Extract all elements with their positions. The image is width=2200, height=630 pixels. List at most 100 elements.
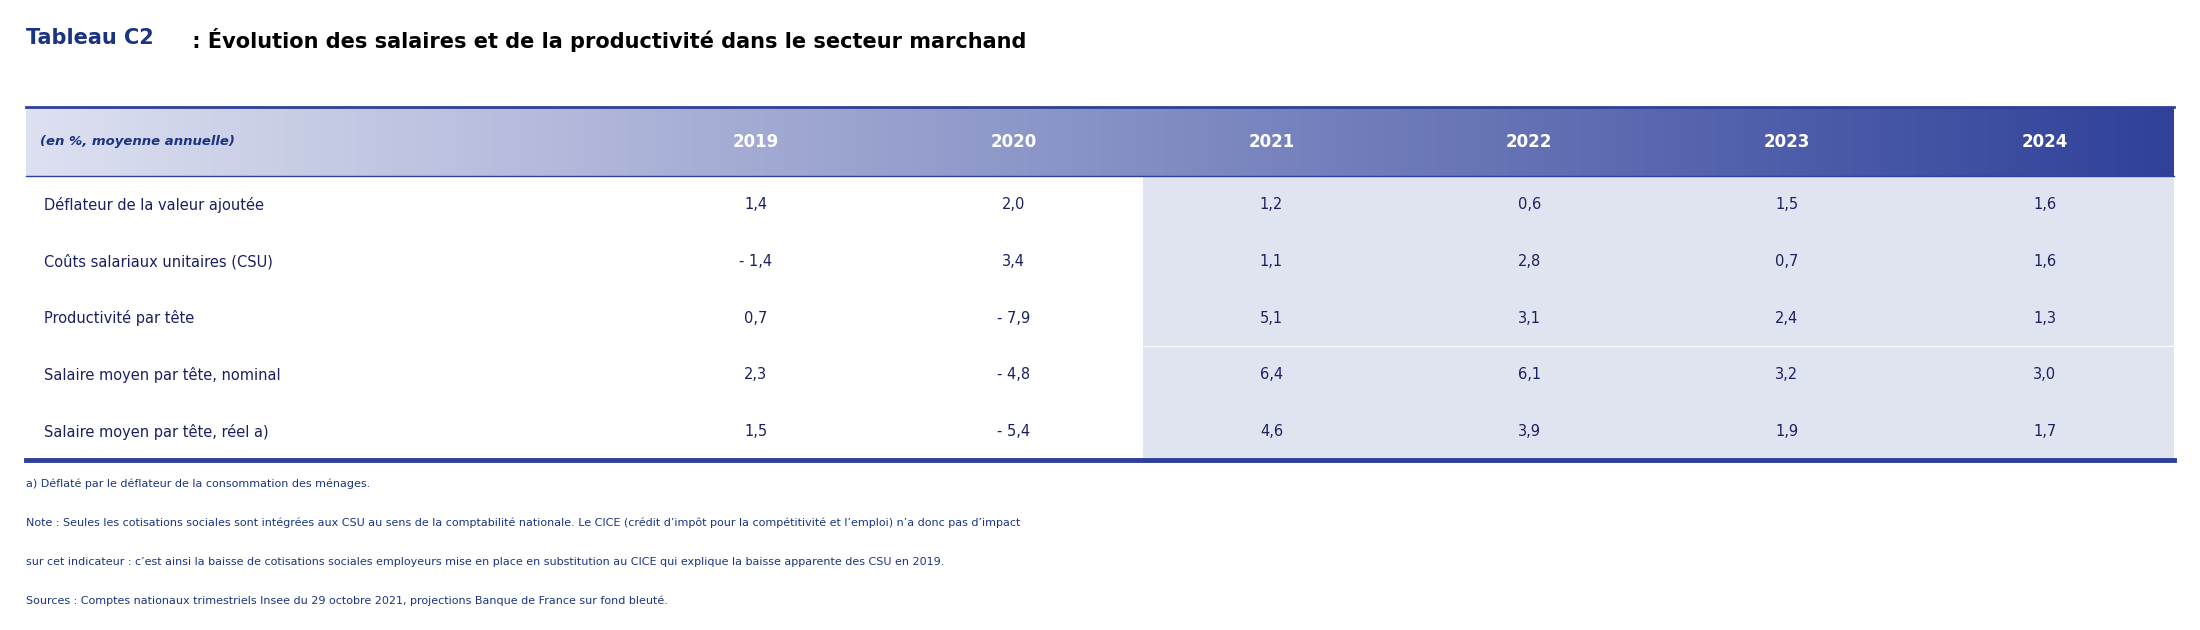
Bar	[728, 107, 735, 176]
Bar	[1751, 107, 1758, 176]
Bar	[1951, 107, 1958, 176]
Text: 2,8: 2,8	[1518, 254, 1540, 269]
Bar	[1487, 107, 1494, 176]
Bar	[792, 107, 799, 176]
Bar	[213, 107, 220, 176]
Bar	[528, 107, 535, 176]
Bar	[319, 107, 328, 176]
Bar	[2044, 107, 2053, 176]
Bar	[579, 107, 585, 176]
Bar	[1093, 107, 1100, 176]
Bar	[1580, 107, 1586, 176]
Bar	[1507, 107, 1516, 176]
Bar	[176, 107, 185, 176]
Bar	[1729, 107, 1738, 176]
Bar	[370, 107, 376, 176]
Bar	[90, 107, 99, 176]
Bar	[713, 107, 722, 176]
Bar	[906, 107, 913, 176]
Bar	[163, 107, 169, 176]
Text: 1,7: 1,7	[2033, 424, 2057, 439]
Bar	[1450, 107, 1459, 176]
Bar	[1659, 107, 1665, 176]
Bar	[1844, 107, 1852, 176]
Bar	[1894, 107, 1901, 176]
Bar	[1043, 107, 1049, 176]
Text: 3,2: 3,2	[1775, 367, 1800, 382]
Bar	[42, 107, 48, 176]
Bar	[893, 107, 900, 176]
Bar	[1478, 107, 1487, 176]
Bar	[1014, 107, 1021, 176]
Bar	[1351, 107, 1357, 176]
Text: 1,2: 1,2	[1261, 197, 1283, 212]
Bar	[1287, 107, 1294, 176]
Text: Coûts salariaux unitaires (CSU): Coûts salariaux unitaires (CSU)	[44, 254, 273, 269]
Bar	[1294, 107, 1300, 176]
Bar	[1142, 233, 2174, 290]
Bar	[2088, 107, 2094, 176]
Bar	[636, 107, 642, 176]
Bar	[233, 107, 242, 176]
Bar	[770, 107, 779, 176]
Bar	[1258, 107, 1265, 176]
Bar	[1036, 107, 1043, 176]
Bar	[1344, 107, 1351, 176]
Bar	[442, 107, 449, 176]
Bar	[1529, 107, 1536, 176]
Bar	[1837, 107, 1844, 176]
Bar	[198, 107, 205, 176]
Bar	[607, 107, 614, 176]
Bar	[1872, 107, 1881, 176]
Bar	[1214, 107, 1221, 176]
Text: 2,4: 2,4	[1775, 311, 1800, 326]
Bar	[570, 107, 579, 176]
Bar	[1300, 107, 1307, 176]
Text: Sources : Comptes nationaux trimestriels Insee du 29 octobre 2021, projections B: Sources : Comptes nationaux trimestriels…	[26, 596, 669, 607]
Bar	[865, 107, 871, 176]
Bar	[1516, 107, 1522, 176]
Bar	[957, 107, 964, 176]
Bar	[1459, 107, 1465, 176]
Bar	[1230, 107, 1236, 176]
Bar	[1945, 107, 1951, 176]
Bar	[33, 107, 42, 176]
Bar	[519, 107, 528, 176]
Bar	[548, 107, 557, 176]
Bar	[356, 107, 363, 176]
Bar	[205, 107, 213, 176]
Bar	[2002, 107, 2009, 176]
Bar	[1415, 107, 1421, 176]
Bar	[664, 107, 671, 176]
Bar	[1065, 107, 1071, 176]
Bar	[405, 107, 414, 176]
Bar	[535, 107, 541, 176]
Bar	[1738, 107, 1745, 176]
Bar	[106, 107, 112, 176]
Bar	[26, 176, 1142, 233]
Bar	[420, 107, 427, 176]
Bar	[1958, 107, 1967, 176]
Bar	[2024, 107, 2031, 176]
Bar	[942, 107, 950, 176]
Bar	[1500, 107, 1507, 176]
Bar	[1558, 107, 1564, 176]
Bar	[979, 107, 986, 176]
Bar	[1107, 107, 1115, 176]
Bar	[376, 107, 385, 176]
Bar	[2167, 107, 2174, 176]
Bar	[2015, 107, 2024, 176]
Text: sur cet indicateur : c’est ainsi la baisse de cotisations sociales employeurs mi: sur cet indicateur : c’est ainsi la bais…	[26, 557, 944, 567]
Bar	[1085, 107, 1093, 176]
Text: 0,6: 0,6	[1518, 197, 1540, 212]
Bar	[1808, 107, 1815, 176]
Bar	[1129, 107, 1135, 176]
Bar	[70, 107, 77, 176]
Text: 1,4: 1,4	[744, 197, 768, 212]
Bar	[2123, 107, 2130, 176]
Bar	[1910, 107, 1916, 176]
Bar	[491, 107, 499, 176]
Bar	[2145, 107, 2152, 176]
Text: 2020: 2020	[990, 133, 1036, 151]
Bar	[922, 107, 928, 176]
